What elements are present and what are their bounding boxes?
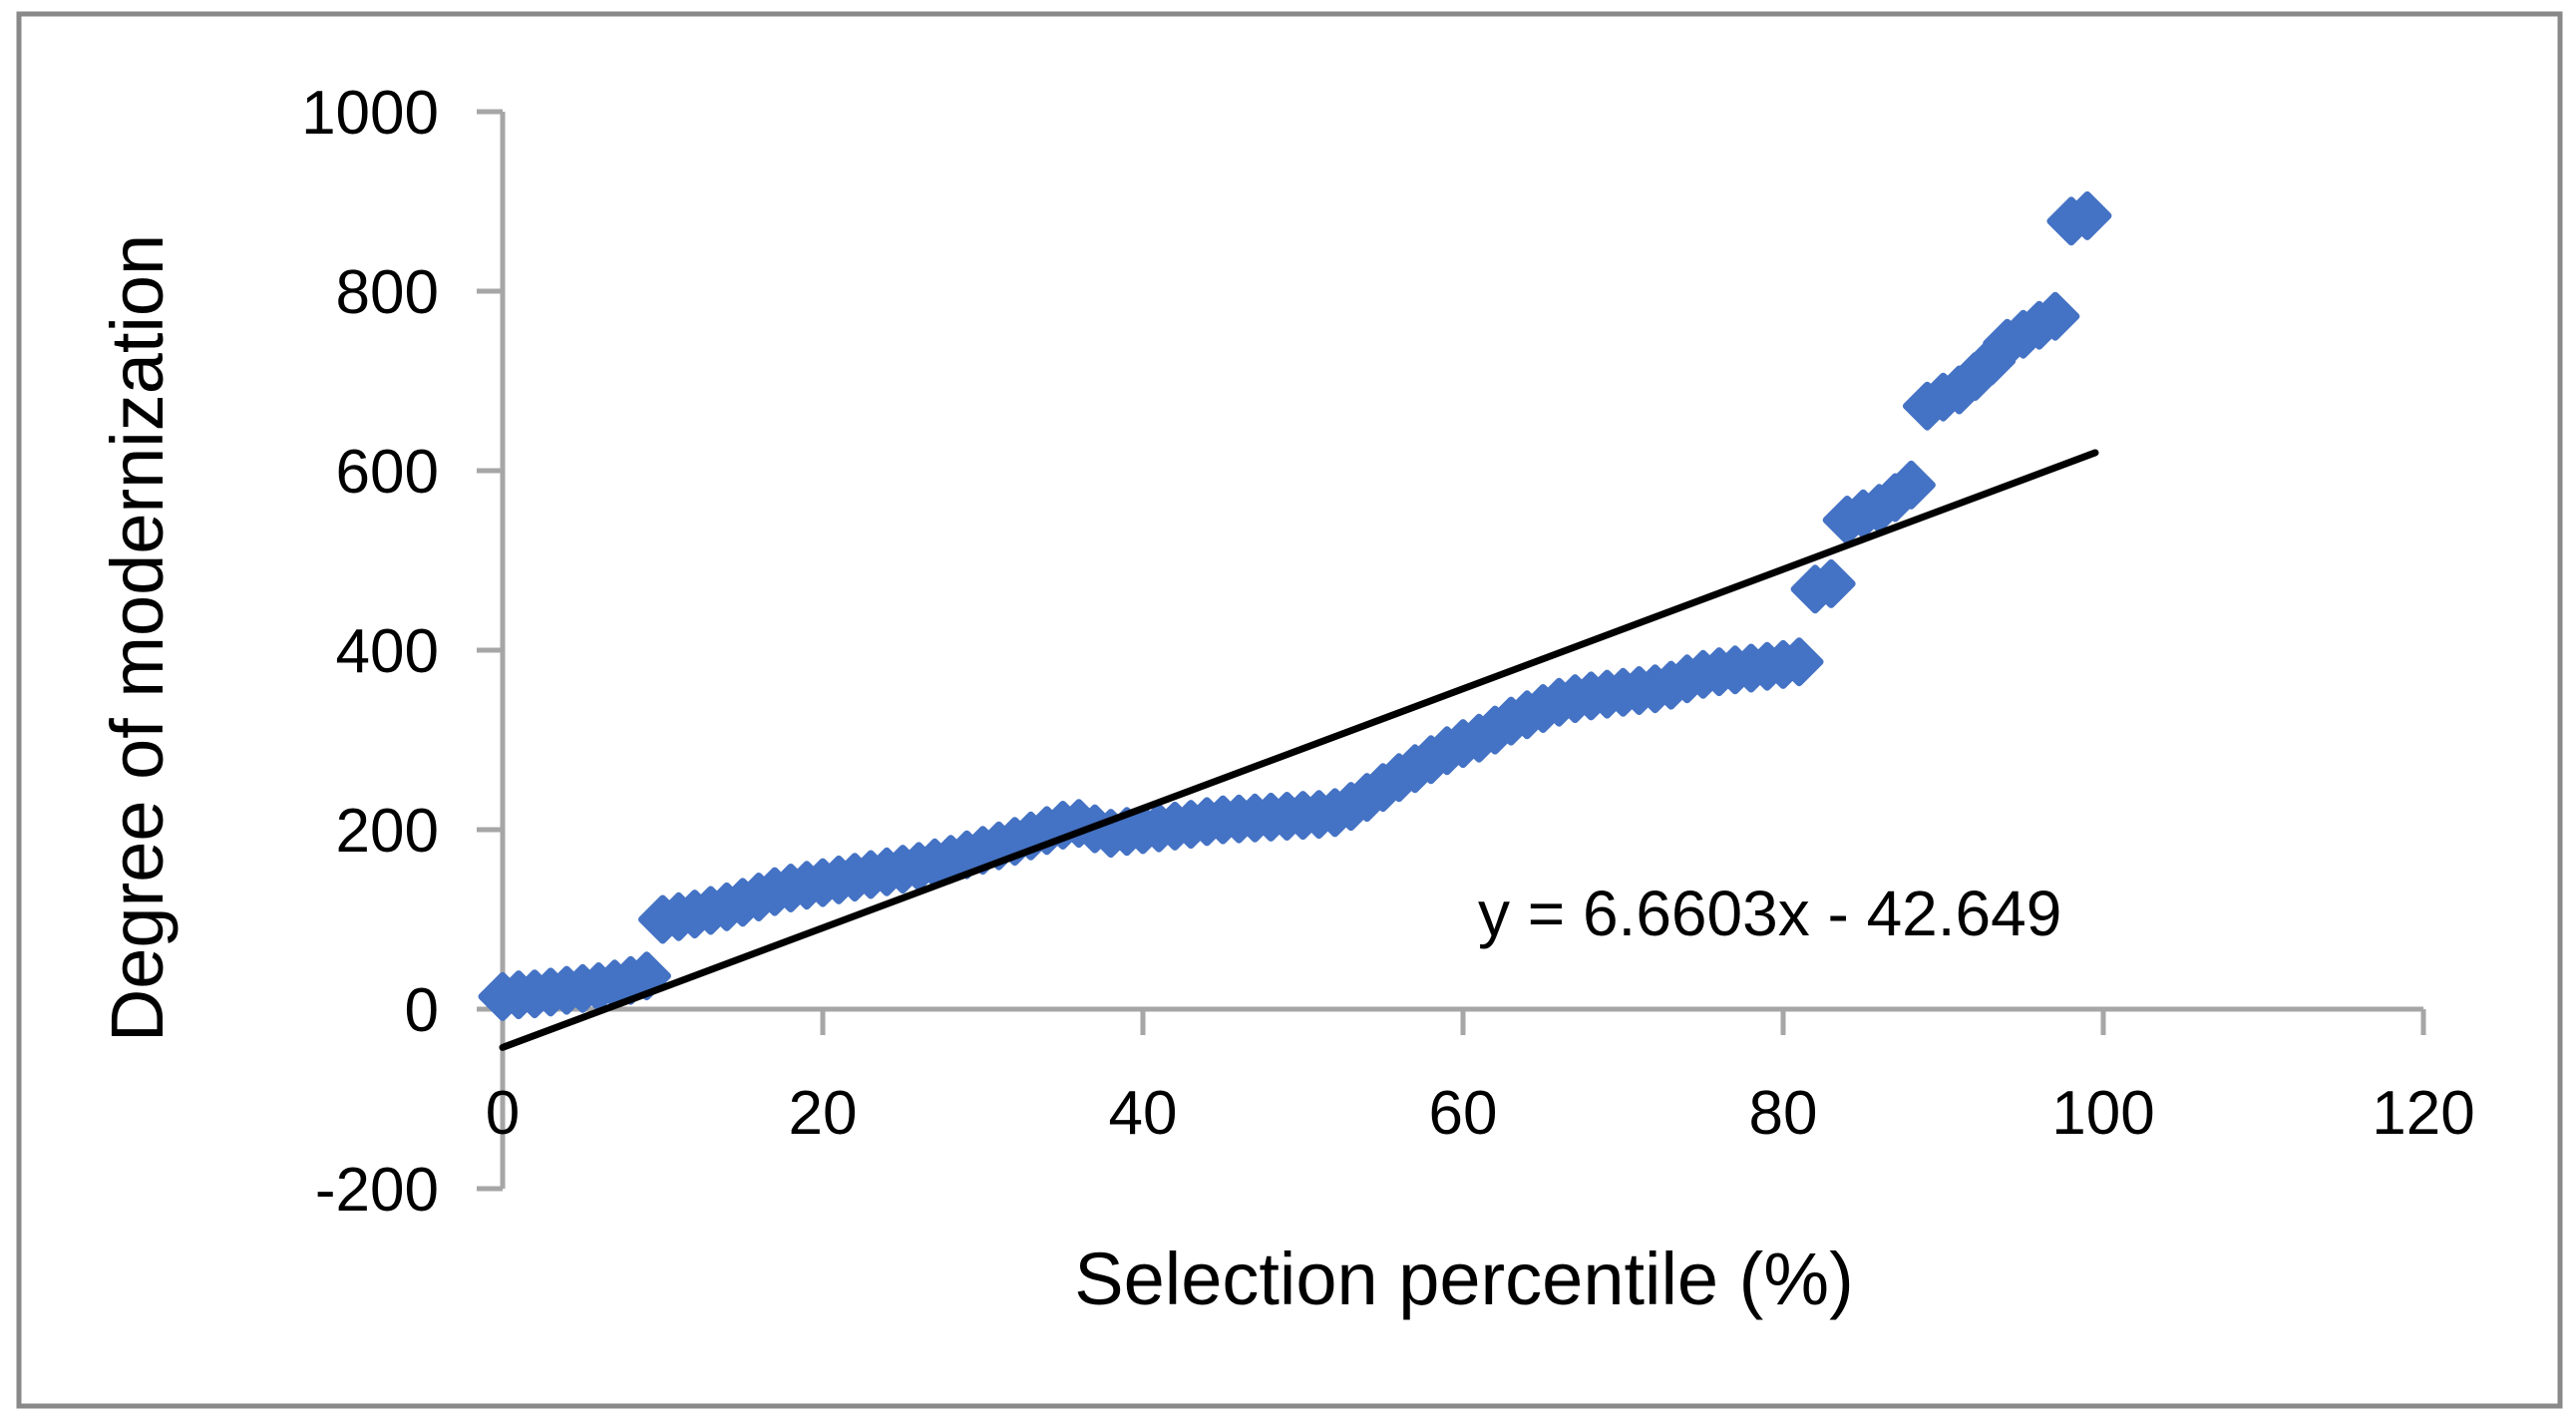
- x-tick-label: 80: [1749, 1079, 1818, 1148]
- y-tick-label: 400: [336, 617, 439, 686]
- axes: -200 0 200 400 600 800 1000 0 20 40 60 80 100 120: [301, 79, 2475, 1225]
- trendline-segment: [499, 449, 2099, 1051]
- y-axis-title: Degree of modernization: [96, 234, 179, 1042]
- y-tick-label: -200: [315, 1156, 439, 1225]
- x-axis-title: Selection percentile (%): [1074, 1238, 1853, 1320]
- trendline: [499, 449, 2099, 1051]
- x-tick-label: 0: [486, 1079, 520, 1148]
- y-tick-label: 800: [336, 258, 439, 327]
- scatter-point: [1774, 637, 1824, 687]
- scatter-point: [1886, 460, 1936, 510]
- x-tick-label: 20: [789, 1079, 858, 1148]
- y-tick-label: 600: [336, 438, 439, 507]
- y-tick-label: 1000: [301, 79, 439, 148]
- x-tick-label: 40: [1109, 1079, 1178, 1148]
- x-tick-label: 60: [1429, 1079, 1498, 1148]
- scatter-point: [1806, 558, 1856, 608]
- y-tick-label: 200: [336, 797, 439, 866]
- x-tick-label: 100: [2051, 1079, 2154, 1148]
- trendline-equation: y = 6.6603x - 42.649: [1478, 878, 2061, 949]
- scatter-point: [2062, 190, 2112, 240]
- scatter-point: [2030, 291, 2080, 341]
- chart-border: [16, 11, 2563, 1409]
- x-tick-label: 120: [2372, 1079, 2474, 1148]
- y-tick-label: 0: [405, 976, 439, 1045]
